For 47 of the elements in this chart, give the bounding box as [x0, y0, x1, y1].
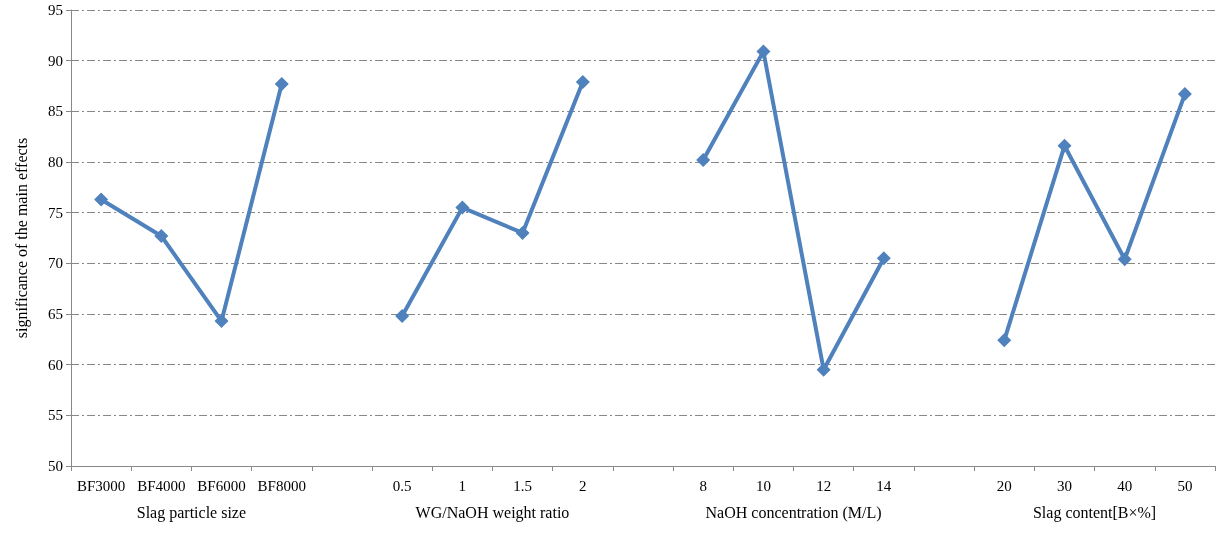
x-tick-label: 8	[699, 477, 707, 494]
point	[274, 76, 289, 91]
point	[696, 152, 711, 167]
y-tick-label: 50	[48, 458, 63, 474]
y-axis-title: significance of the main effects	[12, 137, 31, 339]
x-tick-label: 14	[876, 477, 892, 494]
point	[1057, 138, 1072, 153]
x-tick-label: BF4000	[137, 477, 186, 494]
y-tick-label: 75	[48, 204, 63, 221]
x-tick-label: 12	[816, 477, 832, 494]
point	[214, 314, 229, 329]
y-tick-label: 65	[48, 306, 63, 322]
text: WG/NaOH weight ratio	[415, 503, 570, 522]
point	[756, 44, 771, 59]
point	[1117, 252, 1132, 267]
y-tick-label: 90	[48, 52, 63, 69]
point	[395, 309, 410, 324]
point	[575, 74, 590, 89]
point	[876, 251, 891, 266]
y-tick-label: 80	[48, 154, 63, 170]
point	[816, 362, 831, 377]
text: NaOH concentration (M/L)	[705, 503, 882, 522]
x-tick-label: 30	[1056, 477, 1072, 494]
y-tick-label: 55	[48, 407, 63, 424]
point	[455, 200, 470, 215]
text: Slag content[B×%]	[1032, 503, 1157, 522]
y-tick-label: 95	[48, 2, 63, 18]
x-tick-label: 1.5	[513, 477, 532, 494]
y-tick-label: 70	[48, 255, 63, 272]
point	[1177, 87, 1192, 102]
point	[94, 192, 109, 207]
point	[997, 333, 1012, 348]
x-tick-label: BF8000	[257, 477, 306, 494]
x-tick-label: BF3000	[76, 477, 126, 494]
y-tick-label: 85	[48, 103, 63, 120]
text: Slag particle size	[136, 503, 247, 522]
y-tick-label: 60	[48, 356, 63, 373]
x-tick-label: 50	[1177, 477, 1193, 494]
x-tick-label: 20	[996, 477, 1012, 494]
x-tick-label: 0.5	[392, 477, 412, 494]
point	[154, 228, 169, 243]
point	[515, 225, 530, 240]
x-tick-label: 10	[755, 477, 771, 494]
x-tick-label: 2	[579, 477, 587, 494]
x-tick-label: BF6000	[197, 477, 246, 494]
x-tick-label: 40	[1117, 477, 1133, 494]
x-tick-label: 1	[458, 477, 467, 494]
